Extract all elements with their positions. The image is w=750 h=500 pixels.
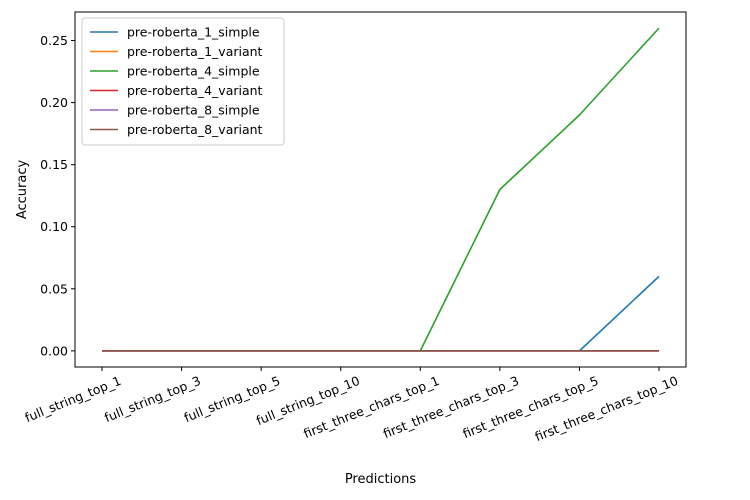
legend-entry: pre-roberta_4_simple xyxy=(127,64,260,79)
legend-entry: pre-roberta_8_variant xyxy=(127,122,263,137)
plot-area-frame xyxy=(74,11,687,368)
legend: pre-roberta_1_simple pre-roberta_1_varian… xyxy=(81,17,285,146)
y-tick-label: 0.05 xyxy=(40,281,68,296)
x-tick-label: first_three_chars_top_3 xyxy=(381,373,521,441)
x-tick-label: first_three_chars_top_10 xyxy=(533,373,681,444)
legend-entry: pre-roberta_1_simple xyxy=(127,25,260,40)
x-tick-label: first_three_chars_top_5 xyxy=(460,373,600,441)
series-line-pre-roberta_1_simple xyxy=(102,275,660,352)
y-axis: 0.00 0.05 0.10 0.15 0.20 0.25 xyxy=(40,33,75,358)
y-tick-label: 0.25 xyxy=(40,33,68,48)
y-tick-label: 0.00 xyxy=(40,343,68,358)
y-tick-label: 0.15 xyxy=(40,157,68,172)
y-tick-label: 0.10 xyxy=(40,219,68,234)
y-axis-label: Accuracy xyxy=(15,160,30,220)
x-axis-label: Predictions xyxy=(345,472,417,487)
legend-entry: pre-roberta_1_variant xyxy=(127,44,263,59)
legend-box xyxy=(81,17,285,146)
y-tick-label: 0.20 xyxy=(40,95,68,110)
legend-entry: pre-roberta_4_variant xyxy=(127,83,263,98)
series-lines xyxy=(102,27,660,352)
legend-entry: pre-roberta_8_simple xyxy=(127,103,260,118)
x-axis: full_string_top_1full_string_top_3full_s… xyxy=(23,367,681,444)
x-tick-label: first_three_chars_top_1 xyxy=(301,373,441,441)
